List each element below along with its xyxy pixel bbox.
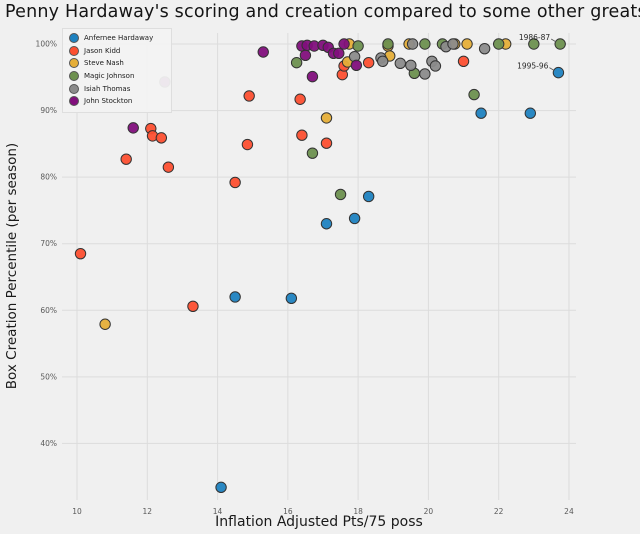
data-point-anfernee-hardaway — [215, 481, 227, 494]
legend-item-john-stockton: John Stockton — [69, 95, 165, 108]
data-point-isiah-thomas — [394, 57, 406, 70]
data-point-isiah-thomas — [405, 59, 417, 72]
legend-marker-icon — [69, 58, 79, 69]
legend-item-magic-johnson: Magic Johnson — [69, 70, 165, 83]
data-point-john-stockton — [127, 122, 139, 134]
data-point-john-stockton — [306, 70, 319, 83]
legend-marker-icon — [69, 83, 79, 94]
data-point-magic-johnson — [306, 147, 319, 159]
data-point-magic-johnson — [554, 38, 566, 50]
legend-item-steve-nash: Steve Nash — [69, 57, 165, 70]
annotation-label: 1995-96 — [517, 62, 549, 71]
data-point-magic-johnson — [290, 56, 303, 69]
y-tick-label: 90% — [40, 106, 57, 115]
y-tick-label: 40% — [40, 439, 57, 448]
data-point-jason-kidd — [120, 153, 132, 165]
x-tick-label: 18 — [353, 507, 363, 516]
data-point-john-stockton — [338, 38, 350, 50]
legend-label: Anfernee Hardaway — [84, 34, 154, 43]
data-point-steve-nash — [99, 318, 111, 330]
data-point-magic-johnson — [382, 38, 394, 50]
data-point-jason-kidd — [362, 56, 375, 69]
legend-marker-icon — [69, 33, 79, 44]
data-point-anfernee-hardaway — [285, 292, 298, 304]
data-point-isiah-thomas — [429, 60, 442, 72]
data-point-magic-johnson — [468, 88, 480, 101]
data-point-jason-kidd — [229, 176, 241, 189]
legend-marker-icon — [69, 45, 79, 56]
x-tick-label: 22 — [494, 507, 504, 516]
y-tick-label: 100% — [36, 40, 57, 49]
legend-label: Steve Nash — [84, 59, 124, 68]
data-point-isiah-thomas — [377, 55, 389, 68]
data-point-magic-johnson — [334, 188, 347, 201]
x-axis-label: Inflation Adjusted Pts/75 poss — [215, 514, 423, 530]
data-point-anfernee-hardaway — [475, 107, 487, 119]
y-tick-label: 60% — [40, 306, 57, 315]
data-point-isiah-thomas — [447, 38, 459, 50]
data-point-jason-kidd — [296, 129, 308, 141]
annotation-label: 1986-87 — [519, 33, 551, 42]
annotation-leader — [550, 38, 557, 43]
legend-item-jason-kidd: Jason Kidd — [69, 45, 165, 58]
data-point-jason-kidd — [243, 90, 255, 102]
legend-marker-icon — [69, 71, 79, 82]
y-tick-label: 80% — [40, 173, 57, 182]
data-point-john-stockton — [257, 46, 269, 58]
data-point-jason-kidd — [187, 300, 199, 312]
chart-title: Penny Hardaway's scoring and creation co… — [5, 2, 640, 22]
data-point-magic-johnson — [528, 38, 540, 50]
data-point-isiah-thomas — [478, 42, 491, 55]
x-tick-label: 16 — [283, 507, 293, 516]
data-point-jason-kidd — [294, 93, 306, 105]
x-tick-label: 24 — [564, 507, 574, 516]
data-point-isiah-thomas — [406, 38, 419, 50]
data-point-john-stockton — [333, 47, 345, 60]
data-point-isiah-thomas — [419, 68, 431, 80]
data-point-jason-kidd — [155, 132, 168, 144]
data-point-jason-kidd — [457, 55, 470, 68]
data-point-magic-johnson — [352, 40, 364, 52]
data-point-anfernee-hardaway — [320, 218, 333, 230]
data-point-john-stockton — [350, 59, 363, 72]
legend-item-isiah-thomas: Isiah Thomas — [69, 82, 165, 95]
y-tick-label: 50% — [40, 372, 57, 381]
data-point-jason-kidd — [241, 138, 254, 151]
data-point-magic-johnson — [492, 38, 505, 50]
legend-label: John Stockton — [84, 97, 133, 106]
data-point-magic-johnson — [419, 38, 431, 50]
data-point-anfernee-hardaway — [524, 107, 537, 119]
data-point-jason-kidd — [74, 247, 87, 260]
annotation-leader — [549, 67, 555, 71]
data-point-steve-nash — [320, 112, 333, 124]
data-point-anfernee-hardaway — [348, 212, 361, 225]
data-point-john-stockton — [299, 49, 312, 62]
x-tick-label: 12 — [143, 507, 153, 516]
data-point-steve-nash — [461, 38, 473, 50]
y-axis-label: Box Creation Percentile (per season) — [4, 142, 20, 390]
x-tick-label: 10 — [72, 507, 82, 516]
legend-item-anfernee-hardaway: Anfernee Hardaway — [69, 32, 165, 45]
data-point-anfernee-hardaway — [362, 190, 375, 203]
data-point-jason-kidd — [320, 137, 333, 149]
legend: Anfernee Hardaway Jason Kidd Steve Nash Mag… — [62, 28, 172, 113]
data-point-jason-kidd — [162, 161, 175, 173]
data-point-anfernee-hardaway — [552, 66, 565, 79]
legend-label: Magic Johnson — [84, 72, 135, 81]
y-tick-label: 70% — [40, 239, 57, 248]
legend-marker-icon — [69, 96, 79, 107]
legend-label: Isiah Thomas — [84, 84, 131, 93]
data-point-anfernee-hardaway — [229, 291, 241, 303]
legend-label: Jason Kidd — [84, 46, 121, 55]
x-tick-label: 14 — [213, 507, 223, 516]
x-tick-label: 20 — [424, 507, 434, 516]
